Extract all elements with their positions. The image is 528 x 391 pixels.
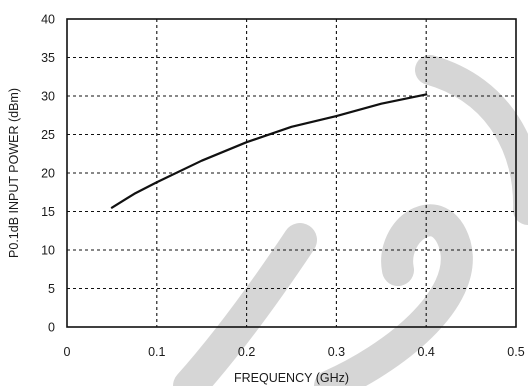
watermark-stroke-middle: [330, 220, 457, 386]
y-tick-label: 5: [48, 282, 55, 296]
y-tick-label: 15: [41, 205, 55, 219]
y-axis-label: P0.1dB INPUT POWER (dBm): [7, 88, 21, 258]
series-line: [112, 94, 426, 207]
watermark-stroke-left: [190, 240, 300, 386]
x-tick-label: 0.1: [148, 345, 165, 359]
x-tick-label: 0: [64, 345, 71, 359]
x-tick-label: 0.4: [418, 345, 435, 359]
y-tick-label: 20: [41, 167, 55, 181]
watermark: [190, 70, 528, 386]
series-group: [112, 94, 426, 207]
x-tick-label: 0.5: [507, 345, 524, 359]
y-tick-label: 40: [41, 13, 55, 27]
watermark-stroke-right: [430, 70, 528, 210]
x-axis-ticks: 0 0.1 0.2 0.3 0.4 0.5: [64, 345, 525, 359]
y-tick-label: 35: [41, 51, 55, 65]
y-tick-label: 10: [41, 244, 55, 258]
y-tick-label: 25: [41, 128, 55, 142]
x-tick-label: 0.3: [328, 345, 345, 359]
y-tick-label: 0: [48, 321, 55, 335]
x-axis-label: FREQUENCY (GHz): [234, 371, 349, 385]
y-axis-ticks: 0 5 10 15 20 25 30 35 40: [41, 13, 55, 335]
y-tick-label: 30: [41, 90, 55, 104]
x-tick-label: 0.2: [238, 345, 255, 359]
